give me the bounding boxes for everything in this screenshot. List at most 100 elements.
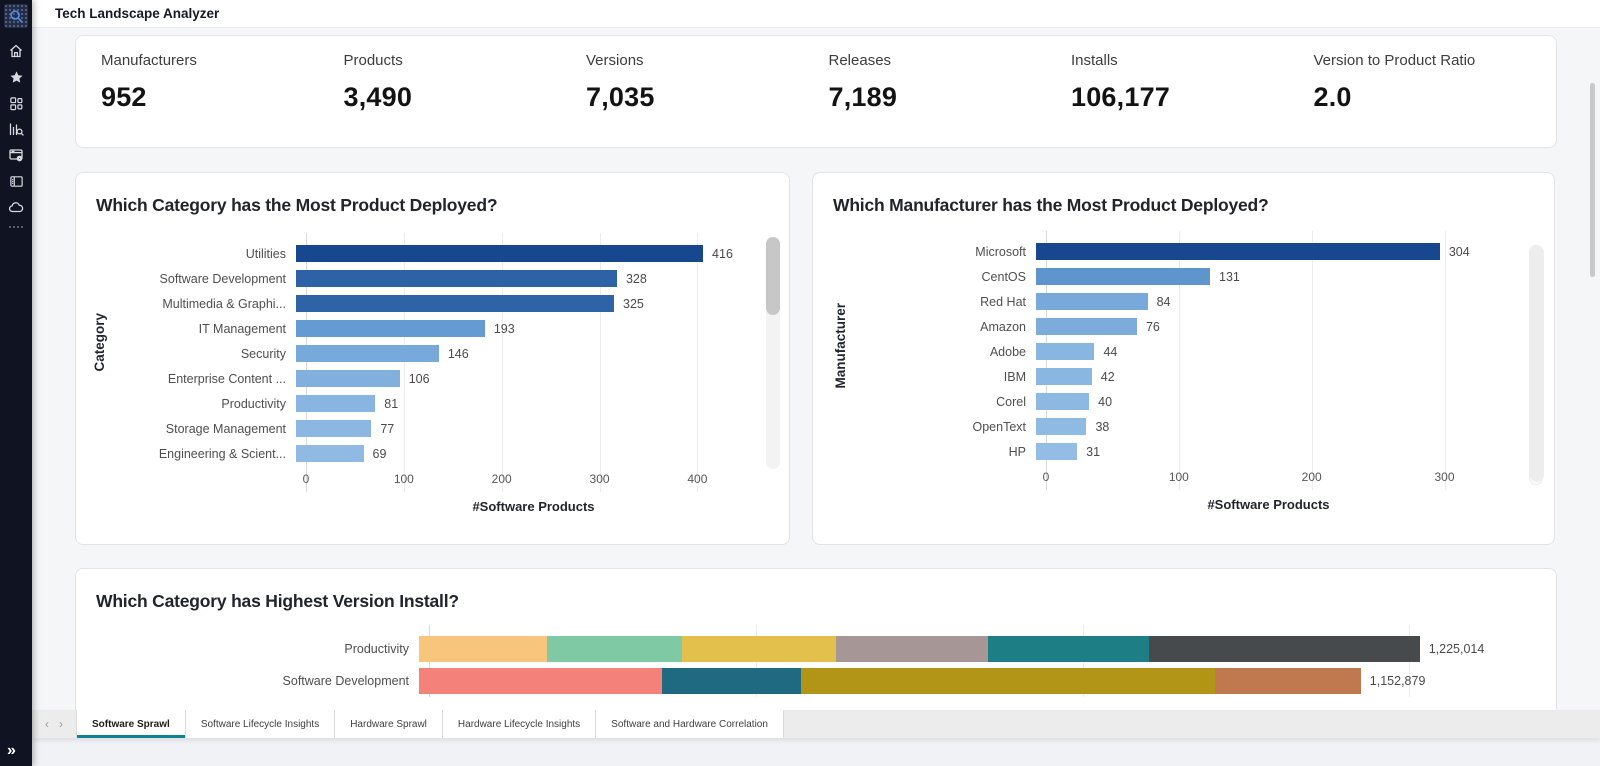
category-label: CentOS	[981, 269, 1026, 284]
category-label: Red Hat	[980, 294, 1026, 309]
bar-segment[interactable]	[547, 636, 683, 662]
x-axis-ticks: 0 100 200 300	[1042, 470, 1455, 484]
kpi-value: 2.0	[1313, 82, 1352, 112]
bar[interactable]	[1036, 268, 1210, 285]
category-label: Software Development	[282, 674, 409, 688]
bar[interactable]	[296, 345, 439, 362]
kpi-value: 7,189	[828, 82, 898, 112]
bar-value-label: 1,152,879	[1369, 674, 1426, 688]
bar[interactable]	[296, 295, 614, 312]
report-page-tabs: ‹ › Software Sprawl Software Lifecycle In…	[32, 710, 1600, 738]
kpi-value: 952	[101, 82, 147, 112]
star-icon[interactable]	[0, 64, 32, 90]
bar[interactable]	[296, 370, 400, 387]
kpi: Installs 106,177	[1071, 52, 1314, 113]
category-label: IBM	[1003, 369, 1026, 384]
category-label: Microsoft	[975, 244, 1026, 259]
stacked-bar[interactable]	[419, 668, 1361, 694]
bar-segment[interactable]	[682, 636, 836, 662]
page-scrollbar[interactable]	[1590, 83, 1595, 277]
bar-value-label: 304	[1448, 244, 1470, 259]
stacked-bar[interactable]	[419, 636, 1420, 662]
chart-scrollbar[interactable]	[766, 237, 780, 469]
kpi-value: 106,177	[1071, 82, 1170, 112]
bar-segment[interactable]	[1214, 668, 1361, 694]
cloud-icon[interactable]	[0, 194, 32, 220]
list-panel-icon[interactable]	[0, 168, 32, 194]
chart-card-manufacturer-products: Which Manufacturer has the Most Product …	[812, 172, 1555, 545]
top-bar: Tech Landscape Analyzer	[32, 0, 1600, 28]
bar[interactable]	[1036, 393, 1090, 410]
bar-row: Amazon 76	[813, 314, 1554, 339]
bar-row: CentOS 131	[813, 264, 1554, 289]
bar-value-label: 76	[1145, 319, 1160, 334]
bar-segment[interactable]	[419, 668, 662, 694]
bar[interactable]	[296, 270, 617, 287]
tab-hardware-lifecycle-insights[interactable]: Hardware Lifecycle Insights	[442, 710, 597, 738]
bar-value-label: 106	[408, 371, 430, 386]
bar[interactable]	[296, 245, 704, 262]
bar-segment[interactable]	[801, 668, 1215, 694]
bar-row: Red Hat 84	[813, 289, 1554, 314]
app-sidebar: »	[0, 0, 32, 766]
kpi-label: Releases	[828, 52, 892, 69]
home-icon[interactable]	[0, 38, 32, 64]
scrollbar-thumb[interactable]	[1530, 246, 1544, 482]
bar[interactable]	[296, 320, 485, 337]
bar-segment[interactable]	[1149, 636, 1420, 662]
page-title: Tech Landscape Analyzer	[55, 6, 220, 21]
bar-value-label: 31	[1086, 444, 1101, 459]
bar[interactable]	[1036, 368, 1092, 385]
apps-grid-icon[interactable]	[0, 90, 32, 116]
bar-row: Utilities 416	[76, 241, 789, 266]
bar[interactable]	[296, 420, 372, 437]
tab-software-sprawl[interactable]: Software Sprawl	[76, 710, 186, 738]
kpi-label: Manufacturers	[101, 52, 197, 69]
tab-items: Software Sprawl Software Lifecycle Insigh…	[76, 710, 784, 738]
tab-software-and-hardware-correlation[interactable]: Software and Hardware Correlation	[596, 710, 784, 738]
bar-row: Software Development 1,152,879	[76, 665, 1556, 697]
chart-title: Which Category has Highest Version Insta…	[96, 591, 459, 611]
bar[interactable]	[1036, 443, 1078, 460]
kpi-label: Versions	[586, 52, 644, 69]
scrollbar-thumb[interactable]	[766, 237, 780, 315]
bar[interactable]	[1036, 293, 1148, 310]
tabs-prev-button[interactable]: ‹	[45, 717, 49, 731]
window-gear-icon[interactable]	[0, 142, 32, 168]
tab-hardware-sprawl[interactable]: Hardware Sprawl	[335, 710, 443, 738]
bar[interactable]	[1036, 243, 1440, 260]
bar-value-label: 416	[712, 246, 733, 261]
tabs-next-button[interactable]: ›	[59, 717, 63, 731]
kpi-label: Version to Product Ratio	[1313, 52, 1476, 69]
tab-software-lifecycle-insights[interactable]: Software Lifecycle Insights	[185, 710, 336, 738]
chart-search-icon[interactable]	[0, 116, 32, 142]
kpi-label: Products	[343, 52, 403, 69]
tabbar-lower-strip	[32, 738, 1600, 766]
bar-value-label: 1,225,014	[1428, 642, 1485, 656]
bar[interactable]	[296, 445, 364, 462]
bar-segment[interactable]	[988, 636, 1150, 662]
kpi-card: Manufacturers 952 Products 3,490 Version…	[75, 35, 1557, 148]
bar-segment[interactable]	[419, 636, 548, 662]
search-icon[interactable]	[4, 4, 28, 28]
category-label: Multimedia & Graphi...	[162, 296, 286, 311]
bar-segment[interactable]	[661, 668, 802, 694]
bar-row: Multimedia & Graphi... 325	[76, 291, 789, 316]
bar-value-label: 44	[1103, 344, 1118, 359]
x-axis-title: #Software Products	[1207, 497, 1330, 512]
category-label: Software Development	[159, 271, 286, 286]
chart-scrollbar[interactable]	[1529, 245, 1544, 485]
kpi: Versions 7,035	[586, 52, 829, 113]
bar-value-label: 325	[623, 296, 644, 311]
bar[interactable]	[1036, 343, 1095, 360]
bar-row: Security 146	[76, 341, 789, 366]
bar[interactable]	[1036, 418, 1087, 435]
x-axis-title: #Software Products	[472, 499, 595, 514]
expand-sidebar-button[interactable]: »	[7, 742, 16, 759]
category-label: Amazon	[980, 319, 1026, 334]
bar[interactable]	[296, 395, 376, 412]
bar-segment[interactable]	[835, 636, 989, 662]
category-label: Utilities	[245, 246, 286, 261]
bar[interactable]	[1036, 318, 1137, 335]
dashboard-canvas: Manufacturers 952 Products 3,490 Version…	[32, 28, 1600, 766]
